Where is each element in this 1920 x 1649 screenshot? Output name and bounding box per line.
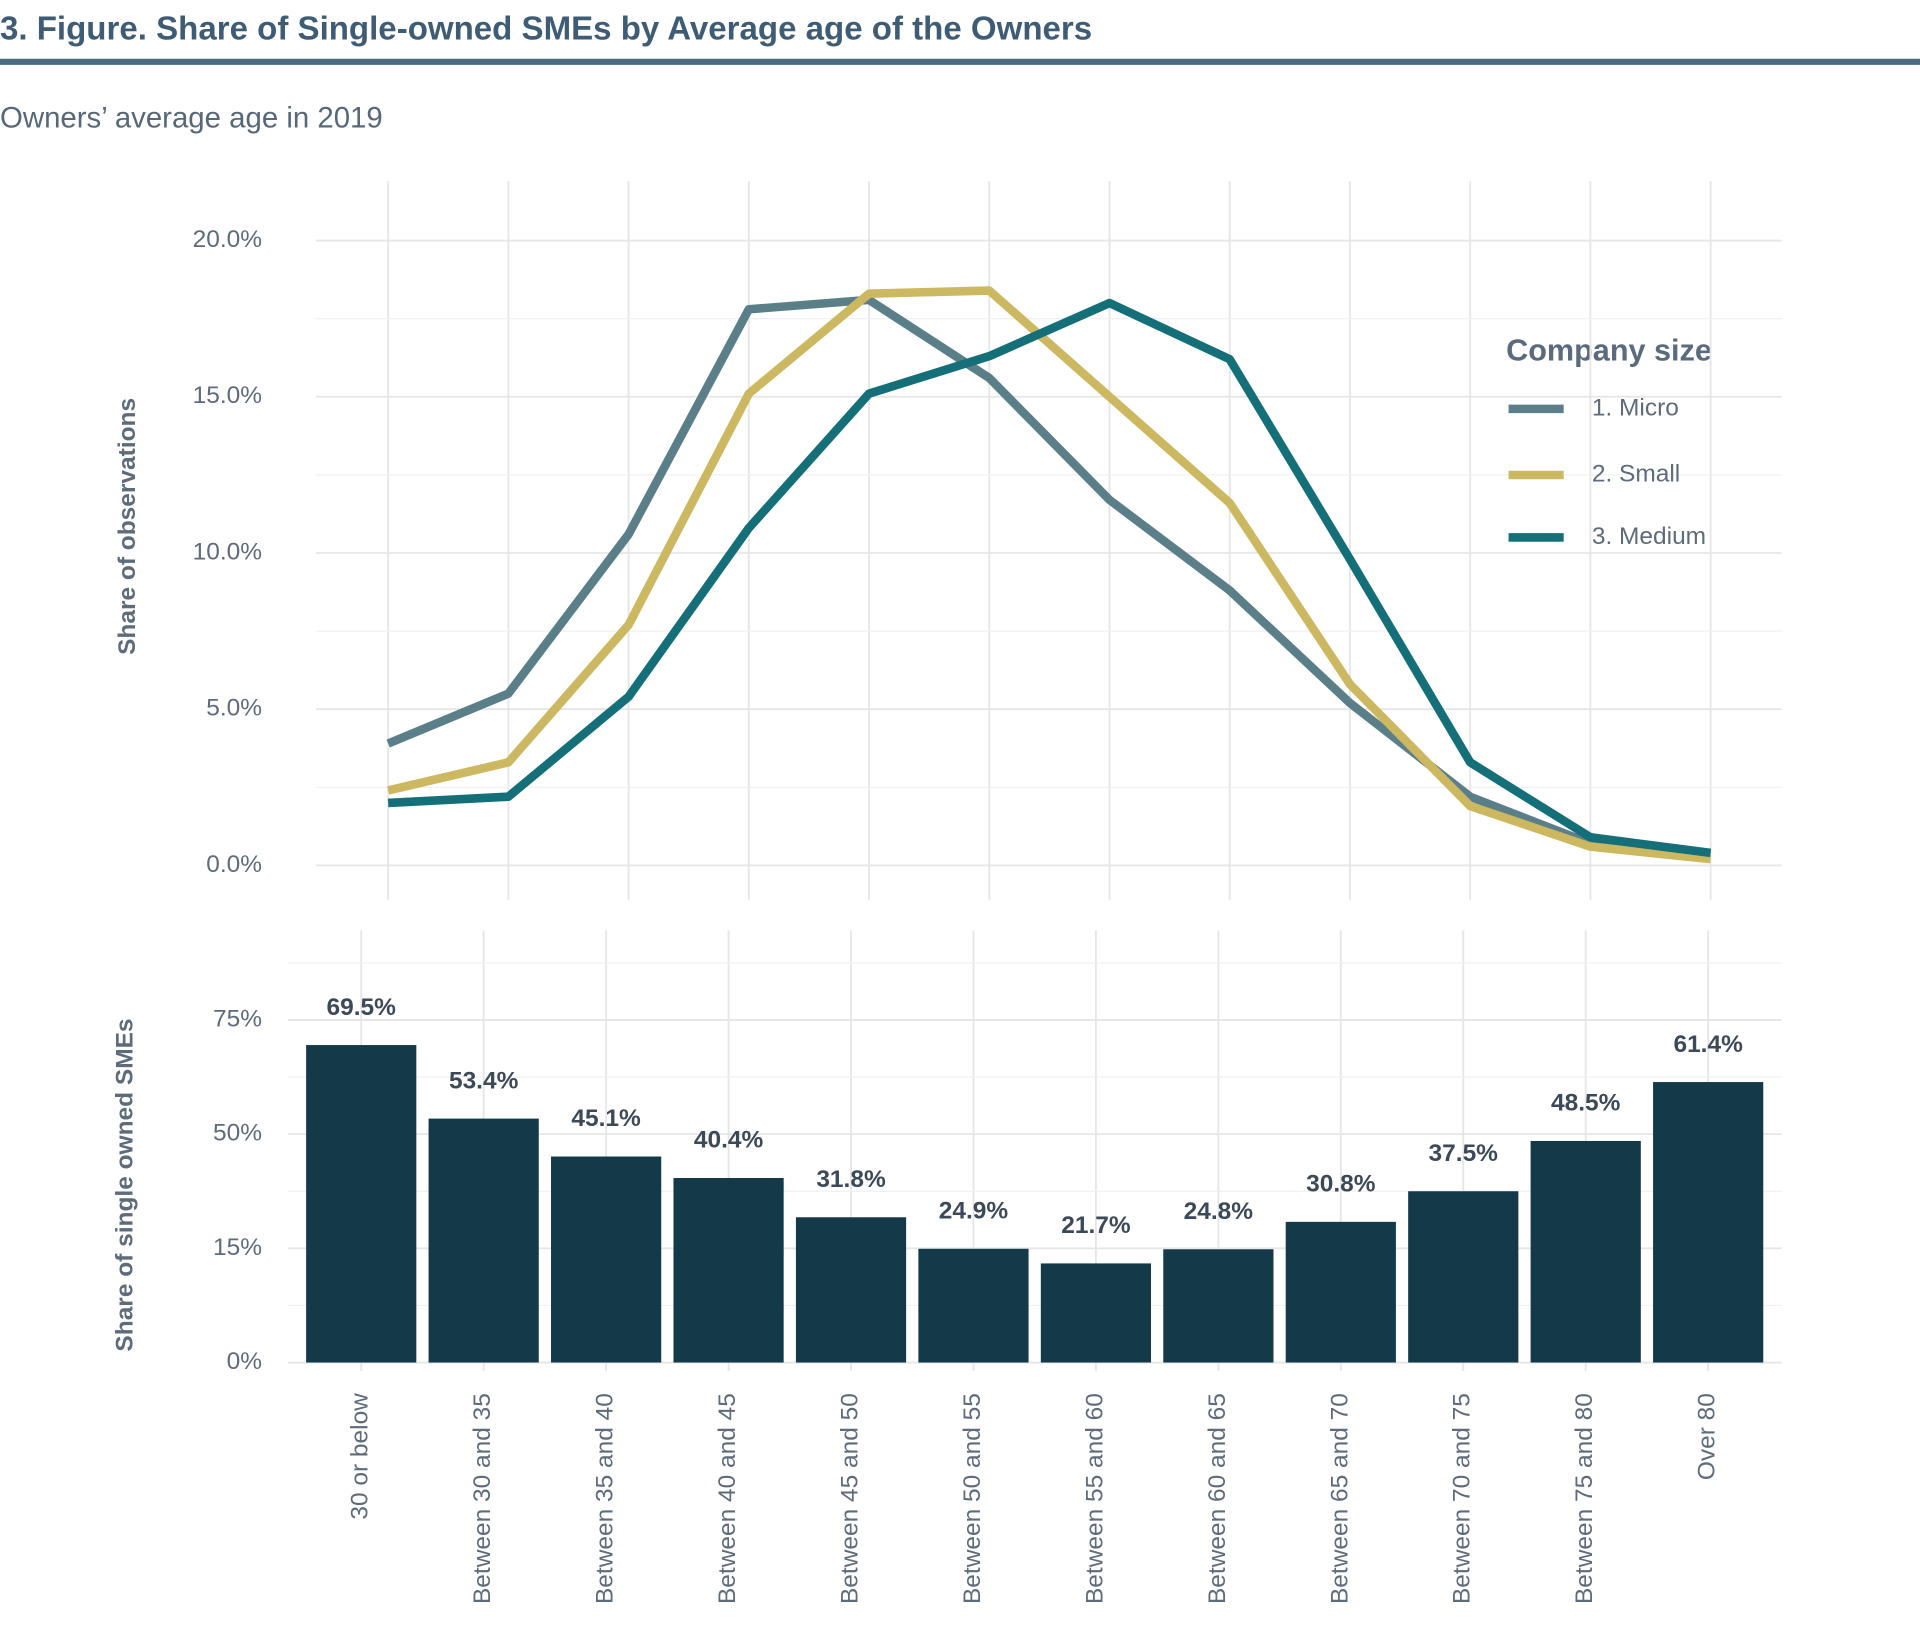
x-tick-label: Between 60 and 65 [1204,1393,1231,1604]
bar [1040,1263,1152,1363]
value-label: 30.8% [1306,1171,1376,1198]
y-tick-label: 50% [213,1120,262,1147]
bar [795,1217,907,1363]
bar [1530,1140,1641,1363]
y-tick-label: 0% [227,1348,262,1375]
bar [1285,1221,1396,1363]
x-tick-label: Between 50 and 55 [959,1393,986,1604]
bar [1408,1191,1519,1363]
legend-title: Company size [1506,334,1712,368]
legend-label: 3. Medium [1592,523,1706,550]
value-label: 40.4% [694,1127,764,1154]
bar [1653,1082,1764,1363]
value-label: 24.9% [939,1198,1009,1225]
value-label: 61.4% [1673,1031,1743,1058]
x-tick-label: Between 65 and 70 [1326,1393,1353,1604]
x-tick-label: Between 70 and 75 [1449,1393,1476,1604]
value-label: 45.1% [571,1105,641,1132]
line [387,286,1712,864]
y-tick-label: 20.0% [193,226,262,253]
legend-label: 1. Micro [1592,394,1679,421]
bar [551,1156,662,1363]
x-tick-label: Between 30 and 35 [469,1393,496,1604]
x-tick-label: Between 35 and 40 [592,1393,619,1604]
value-label: 37.5% [1429,1140,1499,1167]
bar [673,1177,784,1363]
x-tick-label: Between 75 and 80 [1571,1393,1598,1604]
line [387,298,1712,858]
x-tick-label: Between 40 and 45 [714,1393,741,1604]
bar [918,1248,1029,1363]
line [386,295,1711,858]
bar [306,1045,417,1363]
y-tick-label: 10.0% [193,538,262,565]
x-tick-label: Between 55 and 60 [1081,1393,1108,1604]
y-tick-label: 0.0% [206,851,262,878]
legend-label: 2. Small [1592,460,1680,487]
y-tick-label: 75% [213,1005,262,1032]
x-tick-label: 30 or below [347,1393,374,1520]
bar [428,1118,539,1363]
value-label: 48.5% [1551,1090,1621,1117]
x-tick-label: Over 80 [1694,1393,1721,1480]
y-tick-label: 15.0% [193,382,262,409]
value-label: 53.4% [449,1067,519,1094]
value-label: 21.7% [1061,1212,1131,1239]
title-rule [0,58,1920,65]
y-axis-title: Share of observations [114,398,141,655]
y-tick-label: 5.0% [206,695,262,722]
bar [1163,1249,1274,1363]
y-axis-title: Share of single owned SMEs [112,1018,139,1351]
value-label: 24.8% [1184,1198,1254,1225]
value-label: 31.8% [816,1166,886,1193]
subtitle: Owners’ average age in 2019 [0,102,383,135]
x-tick-label: Between 45 and 50 [836,1393,863,1604]
title: 3. Figure. Share of Single-owned SMEs by… [0,10,1092,47]
y-tick-label: 15% [213,1234,262,1261]
value-label: 69.5% [327,994,397,1021]
